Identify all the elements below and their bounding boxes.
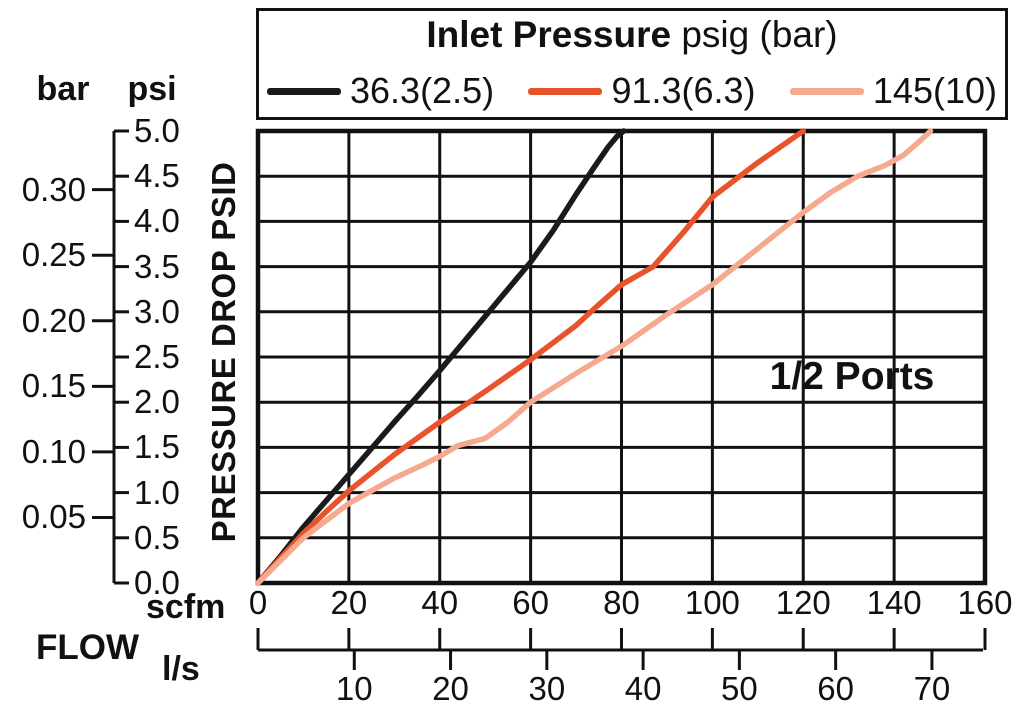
scfm-tick-label: 140 (866, 584, 922, 621)
ls-tick-label: 60 (817, 670, 855, 707)
scfm-tick-label: 120 (775, 584, 831, 621)
legend-entry-label: 36.3(2.5) (350, 70, 495, 111)
psi-tick-label: 4.5 (134, 157, 180, 195)
psi-tick-label: 2.5 (134, 338, 180, 375)
psi-tick-label: 5.0 (134, 112, 180, 149)
ls-tick-label: 20 (432, 670, 469, 707)
annotation-half-ports: 1/2 Ports (769, 355, 935, 398)
scfm-tick-label: 60 (512, 584, 549, 621)
bar-tick-label: 0.15 (21, 367, 86, 405)
legend-title: Inlet Pressure psig (bar) (267, 14, 997, 56)
x-axis-label-scfm: scfm (146, 588, 226, 626)
bar-tick-label: 0.20 (21, 301, 86, 339)
legend-title-units: psig (bar) (671, 14, 838, 55)
bar-tick-label: 0.05 (21, 498, 86, 536)
ls-tick-label: 70 (913, 670, 951, 707)
psi-tick-label: 1.5 (134, 428, 180, 466)
x-axis-label-ls: l/s (162, 650, 200, 688)
bar-tick-label: 0.30 (21, 170, 86, 208)
legend-entries: 36.3(2.5) 91.3(6.3) 145(10) (267, 73, 997, 109)
scfm-tick-label: 20 (330, 584, 368, 621)
psi-tick-label: 3.5 (134, 247, 180, 285)
bar-tick-label: 0.10 (21, 432, 86, 470)
ls-tick-label: 50 (721, 670, 758, 707)
legend-title-bold: Inlet Pressure (426, 14, 672, 55)
curve-series-1 (255, 128, 807, 586)
legend-line-swatch (789, 87, 864, 95)
legend-entry-2: 145(10) (789, 70, 997, 111)
y-axis-header-bar: bar (36, 70, 90, 108)
legend-entry-1: 91.3(6.3) (528, 70, 756, 111)
scfm-tick-label: 80 (603, 584, 640, 621)
scfm-tick-label: 100 (684, 584, 740, 621)
ls-tick-label: 30 (528, 670, 566, 707)
x-axis-label-flow: FLOW (36, 628, 140, 667)
legend-line-swatch (528, 87, 603, 95)
legend-box: Inlet Pressure psig (bar) 36.3(2.5) 91.3(… (256, 8, 1008, 120)
legend-entry-label: 91.3(6.3) (611, 70, 756, 111)
bar-tick-label: 0.25 (21, 236, 86, 274)
scfm-tick-label: 160 (957, 584, 1013, 621)
scfm-tick-label: 0 (248, 584, 268, 621)
legend-entry-0: 36.3(2.5) (267, 73, 494, 109)
legend-entry-label: 145(10) (872, 70, 997, 111)
y-axis-title: PRESSURE DROP PSID (205, 161, 242, 543)
psi-tick-label: 0.0 (134, 564, 180, 601)
y-axis-header-psi: psi (127, 70, 177, 108)
ls-tick-label: 10 (335, 670, 373, 707)
curve-series-2 (255, 128, 934, 586)
psi-tick-label: 3.0 (134, 292, 180, 330)
psi-tick-label: 1.0 (134, 473, 180, 511)
curve-series-0 (255, 128, 627, 586)
psi-tick-label: 2.0 (134, 383, 180, 421)
ls-tick-label: 40 (624, 670, 662, 707)
scfm-tick-label: 40 (421, 584, 459, 621)
psi-tick-label: 0.5 (134, 518, 180, 556)
legend-line-swatch (267, 87, 341, 95)
psi-tick-label: 4.0 (134, 202, 180, 240)
